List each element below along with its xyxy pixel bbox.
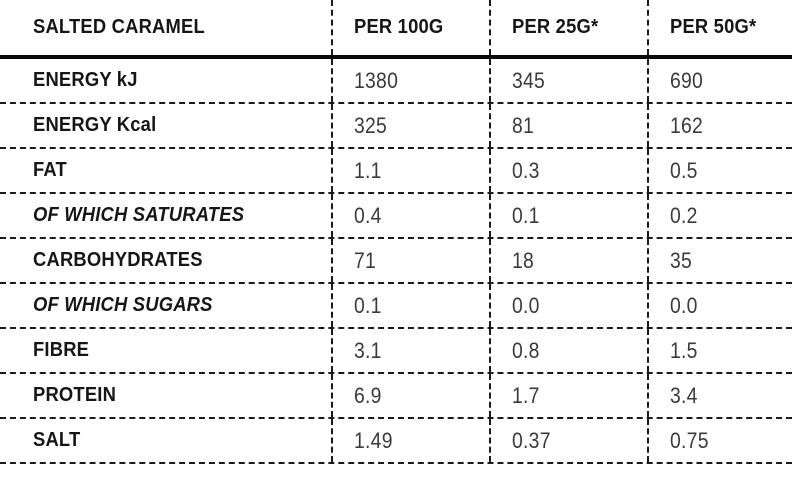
value-cell: 71	[331, 239, 489, 282]
value-per-25g: 0.1	[512, 202, 540, 228]
value-per-50g: 0.0	[670, 292, 698, 318]
value-cell: 0.3	[489, 149, 647, 192]
value-cell: 0.37	[489, 419, 647, 462]
table-row: SALT 1.49 0.37 0.75	[0, 419, 792, 464]
row-label-cell: CARBOHYDRATES	[0, 239, 331, 282]
value-cell: 18	[489, 239, 647, 282]
value-per-25g: 0.0	[512, 292, 540, 318]
value-per-100g: 3.1	[354, 337, 382, 363]
value-per-100g: 0.1	[354, 292, 382, 318]
value-per-100g: 1.1	[354, 157, 382, 183]
column-header-label: PER 50G*	[670, 16, 757, 38]
row-label: CARBOHYDRATES	[33, 249, 203, 271]
value-per-25g: 81	[512, 112, 535, 138]
column-header-label: PER 100G	[354, 16, 444, 38]
value-per-25g: 0.37	[512, 427, 551, 453]
value-per-25g: 0.8	[512, 337, 540, 363]
column-header-label: PER 25G*	[512, 16, 599, 38]
value-per-50g: 1.5	[670, 337, 698, 363]
value-cell: 0.75	[647, 419, 792, 462]
row-label-cell: OF WHICH SATURATES	[0, 194, 331, 237]
value-per-50g: 0.75	[670, 427, 709, 453]
value-cell: 1.5	[647, 329, 792, 372]
row-label: SALT	[33, 429, 81, 451]
value-cell: 345	[489, 59, 647, 102]
column-header-per-25g: PER 25G*	[489, 0, 647, 55]
row-label: FAT	[33, 159, 67, 181]
value-cell: 0.1	[489, 194, 647, 237]
column-header-per-50g: PER 50G*	[647, 0, 792, 55]
table-row: CARBOHYDRATES 71 18 35	[0, 239, 792, 284]
value-cell: 6.9	[331, 374, 489, 417]
value-cell: 81	[489, 104, 647, 147]
row-label: OF WHICH SUGARS	[33, 294, 213, 316]
value-per-50g: 3.4	[670, 382, 698, 408]
column-header-per-100g: PER 100G	[331, 0, 489, 55]
value-per-25g: 1.7	[512, 382, 540, 408]
table-row: OF WHICH SATURATES 0.4 0.1 0.2	[0, 194, 792, 239]
table-row: ENERGY Kcal 325 81 162	[0, 104, 792, 149]
value-cell: 0.5	[647, 149, 792, 192]
value-cell: 0.2	[647, 194, 792, 237]
row-label-cell: FIBRE	[0, 329, 331, 372]
value-cell: 0.0	[647, 284, 792, 327]
value-cell: 35	[647, 239, 792, 282]
value-cell: 690	[647, 59, 792, 102]
value-per-100g: 1.49	[354, 427, 393, 453]
value-cell: 0.0	[489, 284, 647, 327]
value-cell: 1.49	[331, 419, 489, 462]
value-cell: 1380	[331, 59, 489, 102]
value-per-50g: 35	[670, 247, 693, 273]
value-per-25g: 345	[512, 67, 546, 93]
row-label-cell: OF WHICH SUGARS	[0, 284, 331, 327]
value-cell: 325	[331, 104, 489, 147]
row-label-cell: ENERGY kJ	[0, 59, 331, 102]
table-header-row: SALTED CARAMEL PER 100G PER 25G* PER 50G…	[0, 0, 792, 59]
row-label: ENERGY Kcal	[33, 114, 157, 136]
row-label: ENERGY kJ	[33, 69, 138, 91]
value-cell: 3.1	[331, 329, 489, 372]
table-title-cell: SALTED CARAMEL	[0, 0, 331, 55]
table-row: FIBRE 3.1 0.8 1.5	[0, 329, 792, 374]
row-label-cell: SALT	[0, 419, 331, 462]
value-per-100g: 71	[354, 247, 377, 273]
table-row: PROTEIN 6.9 1.7 3.4	[0, 374, 792, 419]
value-cell: 162	[647, 104, 792, 147]
row-label-cell: PROTEIN	[0, 374, 331, 417]
row-label: OF WHICH SATURATES	[33, 204, 245, 226]
table-row: ENERGY kJ 1380 345 690	[0, 59, 792, 104]
table-row: FAT 1.1 0.3 0.5	[0, 149, 792, 194]
row-label-cell: ENERGY Kcal	[0, 104, 331, 147]
table-row: OF WHICH SUGARS 0.1 0.0 0.0	[0, 284, 792, 329]
value-per-25g: 18	[512, 247, 535, 273]
value-cell: 0.1	[331, 284, 489, 327]
row-label-cell: FAT	[0, 149, 331, 192]
value-cell: 1.1	[331, 149, 489, 192]
value-cell: 3.4	[647, 374, 792, 417]
value-per-50g: 0.2	[670, 202, 698, 228]
value-cell: 0.8	[489, 329, 647, 372]
value-per-100g: 1380	[354, 67, 399, 93]
row-label: FIBRE	[33, 339, 90, 361]
table-title: SALTED CARAMEL	[33, 16, 205, 38]
value-per-100g: 0.4	[354, 202, 382, 228]
value-per-100g: 325	[354, 112, 388, 138]
value-cell: 0.4	[331, 194, 489, 237]
value-per-50g: 690	[670, 67, 704, 93]
value-per-25g: 0.3	[512, 157, 540, 183]
value-cell: 1.7	[489, 374, 647, 417]
value-per-50g: 162	[670, 112, 704, 138]
row-label: PROTEIN	[33, 384, 117, 406]
value-per-100g: 6.9	[354, 382, 382, 408]
value-per-50g: 0.5	[670, 157, 698, 183]
